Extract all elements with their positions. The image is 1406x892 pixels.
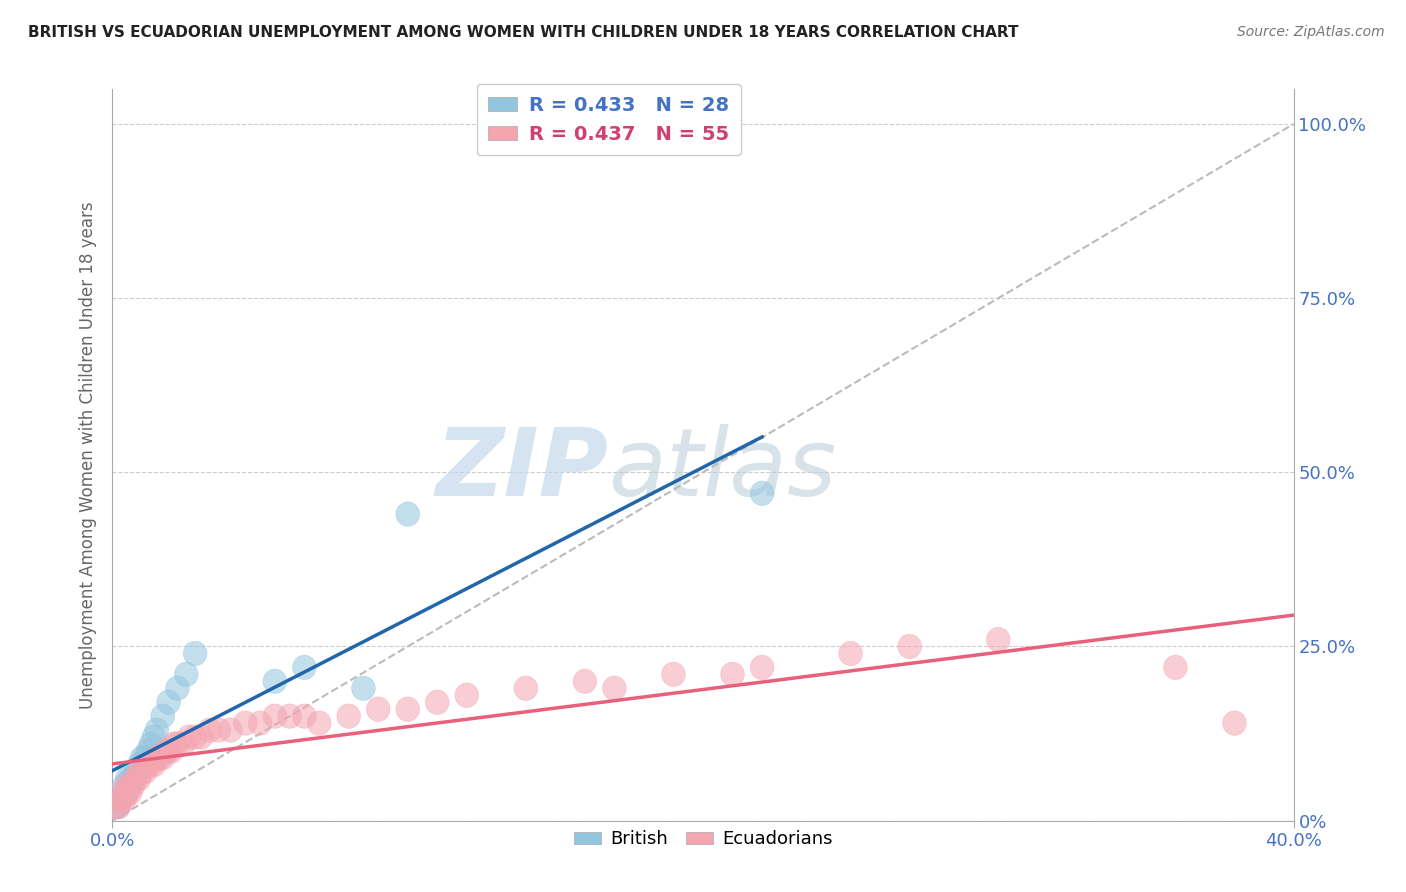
Ellipse shape [987,627,1010,652]
Ellipse shape [115,780,139,805]
Ellipse shape [219,718,242,742]
Ellipse shape [128,760,150,784]
Text: Source: ZipAtlas.com: Source: ZipAtlas.com [1237,25,1385,39]
Ellipse shape [104,795,128,819]
Ellipse shape [118,773,142,798]
Ellipse shape [150,746,174,770]
Ellipse shape [839,641,862,665]
Ellipse shape [142,753,166,777]
Ellipse shape [396,502,419,526]
Text: atlas: atlas [609,424,837,515]
Ellipse shape [107,795,131,819]
Ellipse shape [153,739,177,764]
Ellipse shape [207,718,231,742]
Ellipse shape [128,753,150,777]
Ellipse shape [115,766,139,791]
Ellipse shape [456,683,478,707]
Ellipse shape [1164,656,1187,680]
Ellipse shape [128,766,150,791]
Text: ZIP: ZIP [436,424,609,516]
Ellipse shape [721,662,744,687]
Ellipse shape [136,739,160,764]
Ellipse shape [136,753,160,777]
Ellipse shape [751,656,773,680]
Ellipse shape [121,766,145,791]
Ellipse shape [177,725,201,749]
Ellipse shape [751,481,773,506]
Ellipse shape [292,704,316,729]
Ellipse shape [183,641,207,665]
Ellipse shape [172,731,195,756]
Ellipse shape [134,746,157,770]
Ellipse shape [249,711,271,735]
Ellipse shape [166,676,190,700]
Ellipse shape [150,704,174,729]
Ellipse shape [112,773,136,798]
Ellipse shape [139,753,163,777]
Ellipse shape [278,704,301,729]
Ellipse shape [603,676,626,700]
Ellipse shape [145,746,169,770]
Ellipse shape [898,634,921,658]
Ellipse shape [263,704,287,729]
Ellipse shape [337,704,360,729]
Ellipse shape [107,788,131,812]
Ellipse shape [115,780,139,805]
Ellipse shape [367,697,389,722]
Ellipse shape [352,676,375,700]
Ellipse shape [112,788,136,812]
Ellipse shape [308,711,330,735]
Ellipse shape [131,746,153,770]
Ellipse shape [574,669,596,693]
Ellipse shape [131,760,153,784]
Legend: British, Ecuadorians: British, Ecuadorians [567,823,839,855]
Ellipse shape [112,780,136,805]
Ellipse shape [124,766,148,791]
Ellipse shape [292,656,316,680]
Ellipse shape [163,731,186,756]
Ellipse shape [110,788,134,812]
Ellipse shape [121,773,145,798]
Ellipse shape [139,731,163,756]
Ellipse shape [134,760,157,784]
Ellipse shape [1223,711,1246,735]
Ellipse shape [157,690,180,714]
Ellipse shape [160,739,183,764]
Ellipse shape [107,795,131,819]
Ellipse shape [263,669,287,693]
Y-axis label: Unemployment Among Women with Children Under 18 years: Unemployment Among Women with Children U… [79,201,97,709]
Ellipse shape [426,690,449,714]
Ellipse shape [396,697,419,722]
Ellipse shape [118,780,142,805]
Ellipse shape [190,725,212,749]
Ellipse shape [515,676,537,700]
Ellipse shape [166,731,190,756]
Ellipse shape [157,739,180,764]
Ellipse shape [145,718,169,742]
Ellipse shape [662,662,685,687]
Ellipse shape [142,725,166,749]
Ellipse shape [124,760,148,784]
Ellipse shape [233,711,257,735]
Ellipse shape [118,766,142,791]
Ellipse shape [110,788,134,812]
Ellipse shape [198,718,222,742]
Ellipse shape [148,746,172,770]
Ellipse shape [174,662,198,687]
Ellipse shape [110,780,134,805]
Ellipse shape [183,725,207,749]
Text: BRITISH VS ECUADORIAN UNEMPLOYMENT AMONG WOMEN WITH CHILDREN UNDER 18 YEARS CORR: BRITISH VS ECUADORIAN UNEMPLOYMENT AMONG… [28,25,1018,40]
Ellipse shape [115,773,139,798]
Ellipse shape [104,795,128,819]
